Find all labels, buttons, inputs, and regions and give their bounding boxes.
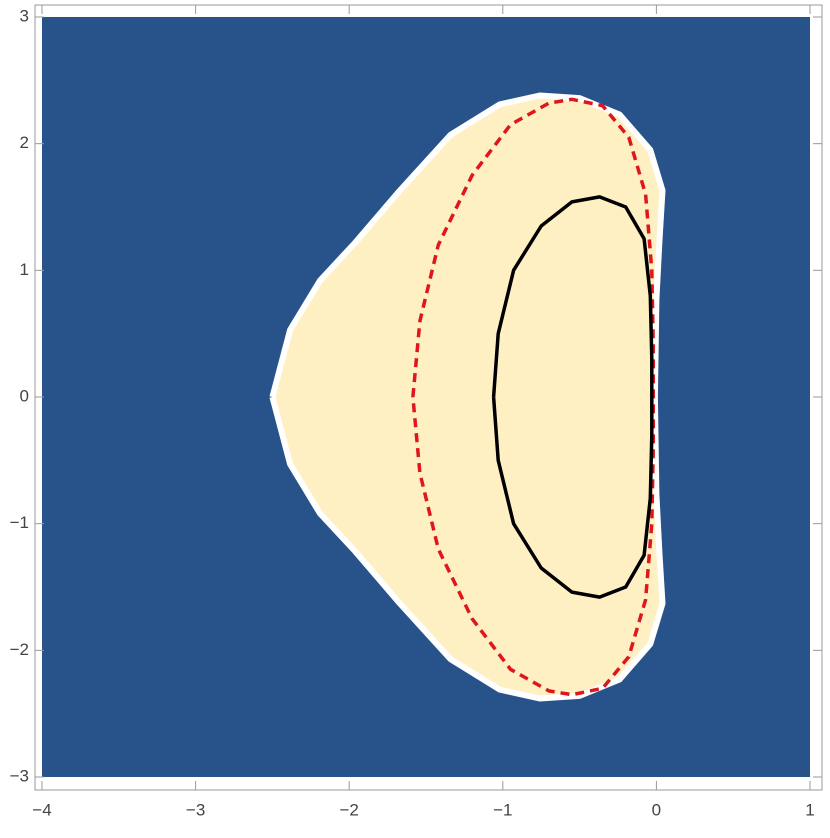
x-tick-label: 0 [652, 800, 661, 819]
x-tick-label: −3 [186, 800, 205, 819]
y-tick-label: −3 [10, 766, 29, 785]
y-tick-label: 2 [20, 133, 29, 152]
y-tick-label: 1 [20, 260, 29, 279]
y-tick-label: −2 [10, 640, 29, 659]
x-tick-label: −4 [32, 800, 51, 819]
contour-line [491, 195, 654, 599]
x-tick-label: −1 [493, 800, 512, 819]
y-tick-label: 3 [20, 6, 29, 25]
y-tick-label: −1 [10, 513, 29, 532]
x-tick-label: 1 [805, 800, 814, 819]
y-tick-label: 0 [20, 386, 29, 405]
x-tick-label: −2 [340, 800, 359, 819]
